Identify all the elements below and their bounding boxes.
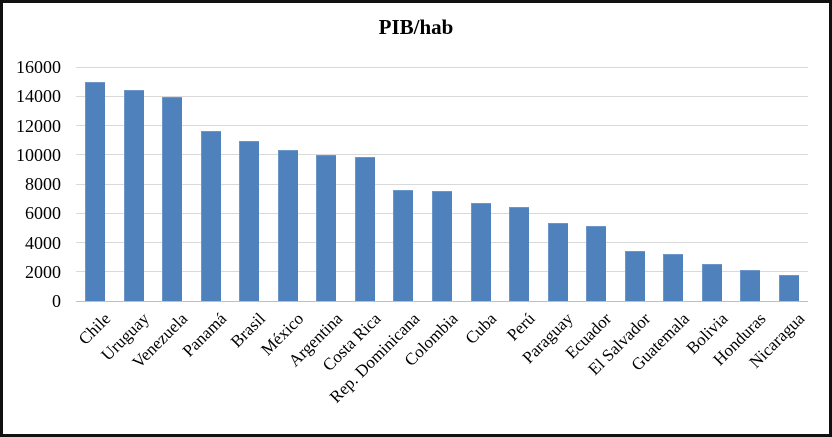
y-tick-label: 10000 [16,144,61,165]
bar [239,140,260,301]
gridline [76,95,808,97]
y-tick-label: 16000 [16,57,61,77]
gridline [76,66,808,68]
bar [509,207,530,301]
y-tick-label: 14000 [16,86,61,107]
bar [200,130,221,301]
bar [85,81,106,301]
y-tick-label: 8000 [25,174,61,194]
y-tick-label: 12000 [16,115,61,136]
bar [277,150,298,301]
bar [162,96,183,301]
x-category-label: Cuba [461,309,500,348]
gridline [76,154,808,156]
chart-title: PIB/hab [378,15,454,39]
bar [354,156,375,301]
bar [470,203,491,301]
bar [778,274,799,301]
gridline [76,183,808,185]
bar [316,155,337,301]
gridline [76,125,808,126]
y-tick-label: 6000 [25,203,61,224]
bar [547,223,568,301]
bar [740,270,761,301]
bar [701,264,722,301]
y-tick-label: 4000 [25,232,61,253]
y-tick-label: 2000 [25,261,61,282]
bar [586,226,607,301]
bar [624,250,645,301]
bar [123,89,144,301]
x-axis-line [76,300,808,302]
y-tick-label: 0 [52,291,61,311]
bar [663,254,684,301]
bar [393,189,414,301]
bar [432,190,452,301]
